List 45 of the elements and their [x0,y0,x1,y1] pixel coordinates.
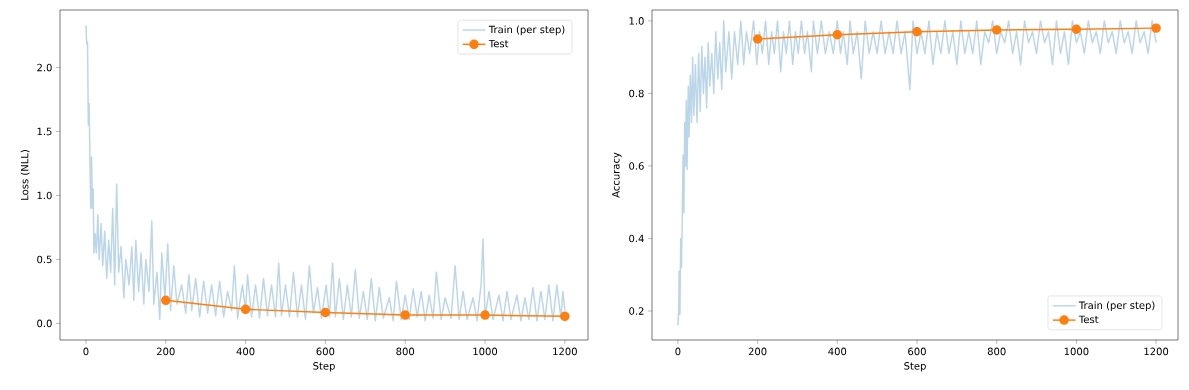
x-axis-title: Step [313,362,335,372]
y-tick-label: 0.8 [629,89,644,98]
y-axis-title: Loss (NLL) [20,150,30,200]
x-tick-label: 0 [675,347,681,356]
x-tick-label: 1200 [553,347,577,356]
x-tick-label: 400 [236,347,255,356]
line-series [677,20,1157,327]
point [320,307,331,318]
y-tick-label: 1.0 [37,191,52,200]
point [161,295,171,306]
legend-label: Test [1078,315,1099,324]
point [991,25,1002,35]
point [912,27,922,37]
legend-label: Train (per step) [1078,301,1155,311]
y-tick-label: 0.5 [37,255,52,264]
y-tick-label: 0.0 [37,319,52,328]
x-tick-label: 800 [987,347,1006,356]
y-tick-label: 1.5 [37,127,52,136]
x-tick-label: 200 [748,347,767,356]
y-tick-label: 1.0 [629,17,644,25]
point [832,29,843,40]
x-tick-label: 1000 [1064,347,1089,356]
y-tick-label: 2.0 [37,63,52,72]
legend-label: Test [488,39,509,48]
point [240,304,251,315]
y-tick-label: 0.2 [629,307,644,315]
y-tick-label: 0.4 [629,234,644,243]
point [480,310,490,320]
x-tick-label: 1200 [1144,347,1169,356]
y-tick-label: 0.6 [629,162,644,170]
x-tick-label: 800 [396,347,415,356]
point [1151,23,1161,33]
x-tick-label: 200 [156,347,175,356]
point [560,311,570,322]
x-tick-label: 600 [908,347,926,356]
x-axis-title: Step [904,362,926,372]
point [1071,24,1082,34]
legend-label: Train (per step) [488,25,565,36]
y-axis-title: Accuracy [612,152,622,198]
point [400,310,410,320]
point [752,34,763,44]
x-tick-label: 1000 [473,347,498,356]
x-tick-label: 400 [828,347,847,356]
x-tick-label: 0 [83,347,89,356]
x-tick-label: 600 [316,347,335,356]
